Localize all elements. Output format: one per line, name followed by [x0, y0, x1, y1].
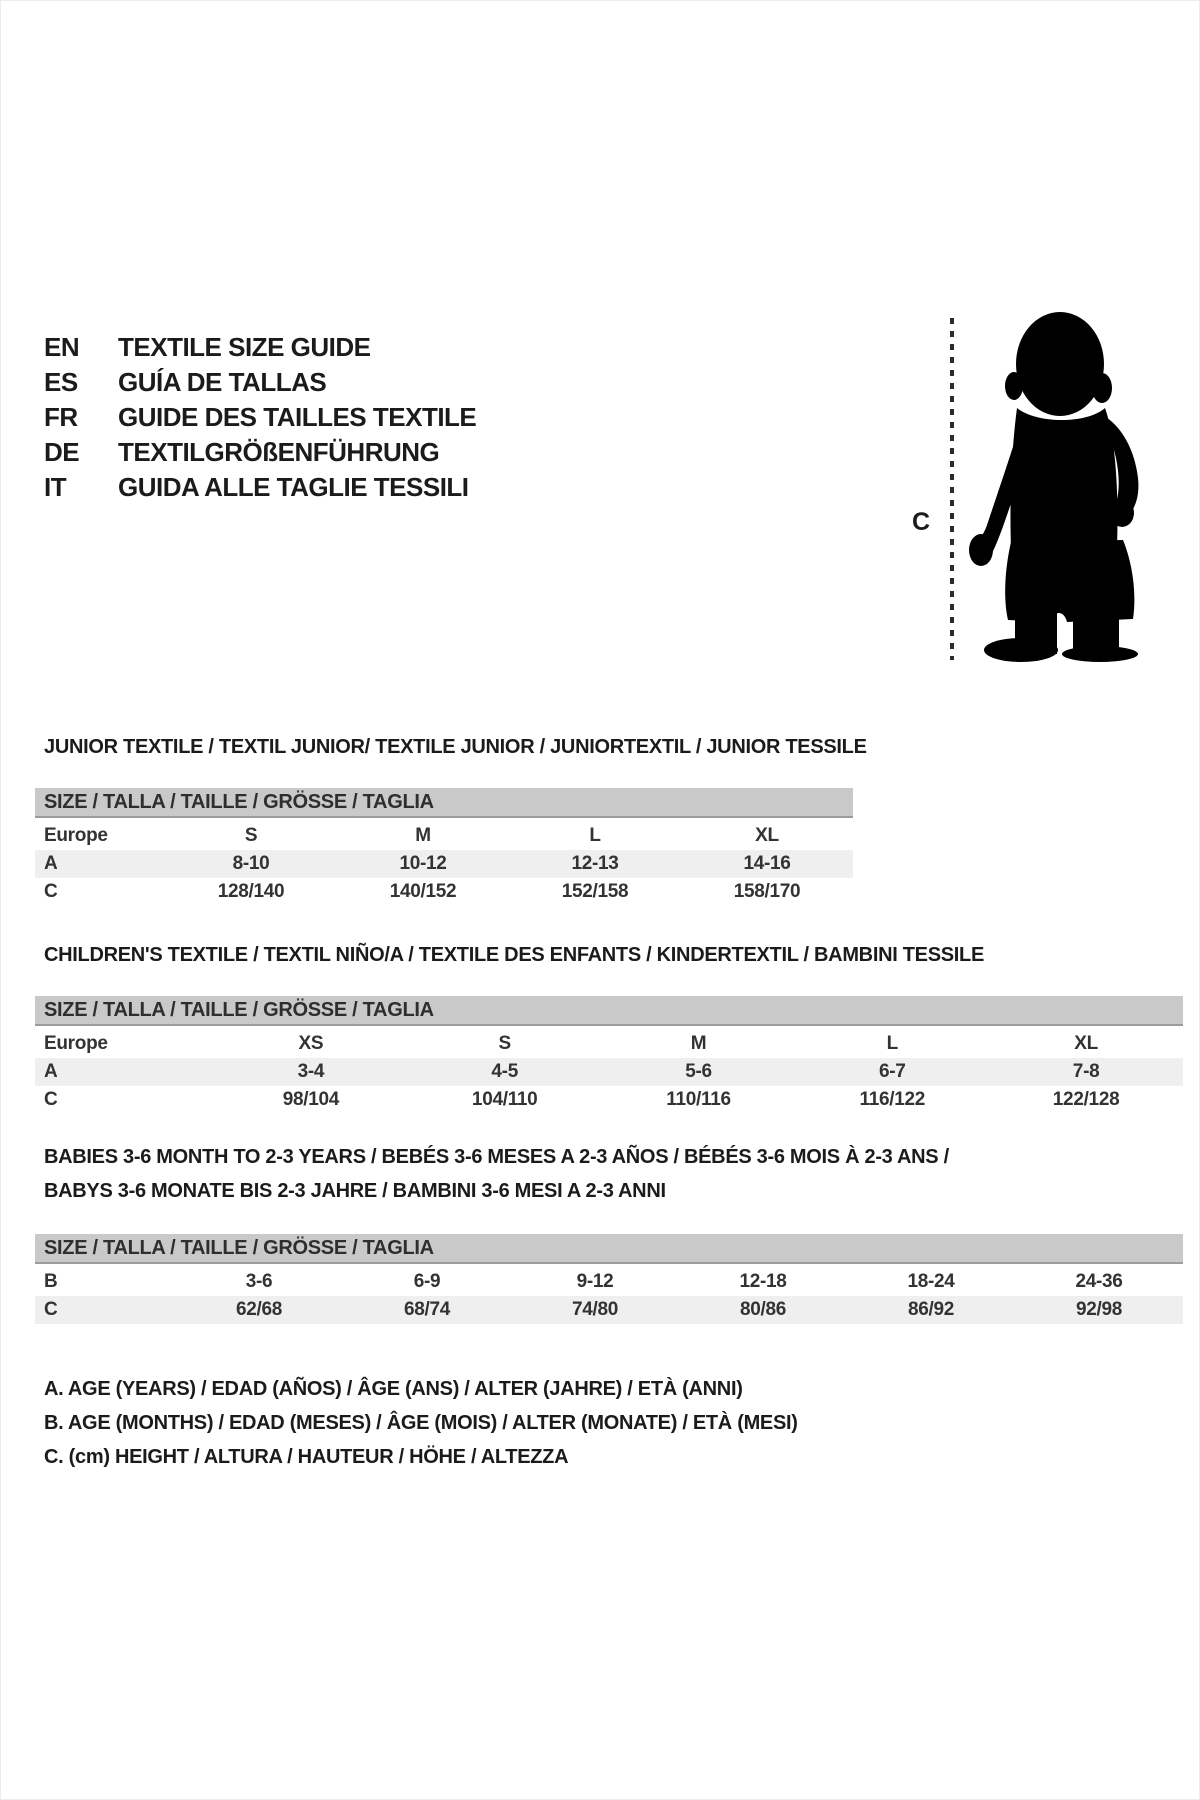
- note-height-cm: C. (cm) HEIGHT / ALTURA / HAUTEUR / HÖHE…: [44, 1446, 569, 1468]
- language-title-list: EN TEXTILE SIZE GUIDE ES GUÍA DE TALLAS …: [44, 330, 477, 505]
- size-cell: 18-24: [907, 1271, 955, 1292]
- row-label: A: [44, 853, 58, 874]
- row-label: C: [44, 1299, 58, 1320]
- size-cell: 14-16: [743, 853, 791, 874]
- size-cell: 98/104: [282, 1089, 340, 1110]
- size-header-bar: SIZE / TALLA / TAILLE / GRÖSSE / TAGLIA: [35, 1234, 1183, 1264]
- size-cell: 80/86: [739, 1299, 787, 1320]
- guide-title: TEXTILGRÖßENFÜHRUNG: [118, 437, 440, 467]
- size-cell: 5-6: [685, 1061, 712, 1082]
- size-cell: 92/98: [1075, 1299, 1123, 1320]
- size-cell: 3-4: [297, 1061, 325, 1082]
- size-cell: 10-12: [399, 853, 447, 874]
- size-cell: 110/116: [666, 1089, 731, 1110]
- size-cell: 4-5: [491, 1061, 518, 1082]
- guide-title: GUÍA DE TALLAS: [118, 367, 327, 397]
- language-row: FR GUIDE DES TAILLES TEXTILE: [44, 400, 477, 435]
- size-cell: 128/140: [217, 881, 285, 902]
- guide-title: GUIDE DES TAILLES TEXTILE: [118, 402, 477, 432]
- language-code: FR: [44, 402, 78, 432]
- size-cell: M: [415, 825, 431, 846]
- size-cell: 116/122: [859, 1089, 926, 1110]
- size-cell: 9-12: [576, 1271, 614, 1292]
- size-cell: L: [589, 825, 601, 846]
- size-cell: 6-7: [879, 1061, 906, 1082]
- row-label: B: [44, 1271, 58, 1292]
- size-cell: 140/152: [389, 881, 457, 902]
- size-cell: 104/110: [471, 1089, 538, 1110]
- section-title-children: CHILDREN'S TEXTILE / TEXTIL NIÑO/A / TEX…: [44, 944, 984, 966]
- section-title-line: BABIES 3-6 MONTH TO 2-3 YEARS / BEBÉS 3-…: [44, 1146, 949, 1168]
- size-cell: 6-9: [413, 1271, 441, 1292]
- table-row: B 3-6 6-9 9-12 12-18 18-24 24-36: [35, 1268, 1183, 1296]
- junior-size-table: SIZE / TALLA / TAILLE / GRÖSSE / TAGLIA …: [35, 788, 853, 906]
- language-row: ES GUÍA DE TALLAS: [44, 365, 476, 400]
- row-label: Europe: [44, 825, 108, 846]
- language-code: ES: [44, 367, 78, 397]
- table-row: C 98/104 104/110 110/116 116/122 122/128: [35, 1086, 1183, 1114]
- legend-notes: A. AGE (YEARS) / EDAD (AÑOS) / ÂGE (ANS)…: [44, 1372, 798, 1474]
- size-cell: XL: [755, 825, 779, 846]
- section-title-line: BABYS 3-6 MONATE BIS 2-3 JAHRE / BAMBINI…: [44, 1180, 666, 1202]
- height-measure-label: C: [912, 508, 931, 536]
- table-row: Europe S M L XL: [35, 822, 853, 850]
- language-code: DE: [44, 437, 80, 467]
- baby-silhouette-icon: [969, 312, 1139, 662]
- row-label: A: [44, 1061, 58, 1082]
- babies-size-table: SIZE / TALLA / TAILLE / GRÖSSE / TAGLIA …: [35, 1234, 1183, 1324]
- row-label: C: [44, 1089, 58, 1110]
- size-cell: 8-10: [232, 853, 270, 874]
- size-cell: 62/68: [235, 1299, 283, 1320]
- height-measure-dashed-line: [950, 318, 954, 660]
- size-cell: 152/158: [561, 881, 629, 902]
- table-row: A 8-10 10-12 12-13 14-16: [35, 850, 853, 878]
- guide-title: GUIDA ALLE TAGLIE TESSILI: [118, 472, 469, 502]
- size-cell: XS: [298, 1033, 324, 1054]
- language-code: IT: [44, 472, 67, 502]
- table-row: A 3-4 4-5 5-6 6-7 7-8: [35, 1058, 1183, 1086]
- size-cell: S: [244, 825, 258, 846]
- size-cell: 24-36: [1075, 1271, 1123, 1292]
- size-cell: S: [498, 1033, 512, 1054]
- row-label: Europe: [44, 1033, 108, 1054]
- table-row: C 128/140 140/152 152/158 158/170: [35, 878, 853, 906]
- size-cell: 158/170: [733, 881, 801, 902]
- size-cell: M: [690, 1033, 707, 1054]
- language-row: IT GUIDA ALLE TAGLIE TESSILI: [44, 470, 476, 505]
- size-header-bar: SIZE / TALLA / TAILLE / GRÖSSE / TAGLIA: [35, 996, 1183, 1026]
- size-cell: 68/74: [403, 1299, 451, 1320]
- size-cell: 3-6: [245, 1271, 273, 1292]
- size-cell: 7-8: [1072, 1061, 1100, 1082]
- note-age-months: B. AGE (MONTHS) / EDAD (MESES) / ÂGE (MO…: [44, 1412, 798, 1434]
- size-header-bar: SIZE / TALLA / TAILLE / GRÖSSE / TAGLIA: [35, 788, 853, 818]
- guide-title: TEXTILE SIZE GUIDE: [118, 332, 371, 362]
- language-row: EN TEXTILE SIZE GUIDE: [44, 330, 476, 365]
- note-age-years: A. AGE (YEARS) / EDAD (AÑOS) / ÂGE (ANS)…: [44, 1378, 743, 1400]
- children-size-table: SIZE / TALLA / TAILLE / GRÖSSE / TAGLIA …: [35, 996, 1183, 1114]
- language-code: EN: [44, 332, 80, 362]
- language-row: DE TEXTILGRÖßENFÜHRUNG: [44, 435, 476, 470]
- section-title-junior: JUNIOR TEXTILE / TEXTIL JUNIOR/ TEXTILE …: [44, 736, 867, 758]
- size-cell: 12-18: [739, 1271, 787, 1292]
- size-cell: L: [886, 1033, 899, 1054]
- section-title-babies: BABIES 3-6 MONTH TO 2-3 YEARS / BEBÉS 3-…: [44, 1140, 949, 1208]
- size-cell: 74/80: [571, 1299, 619, 1320]
- table-row: C 62/68 68/74 74/80 80/86 86/92 92/98: [35, 1296, 1183, 1324]
- size-cell: 86/92: [907, 1299, 955, 1320]
- size-cell: 122/128: [1052, 1089, 1120, 1110]
- size-cell: 12-13: [571, 853, 619, 874]
- row-label: C: [44, 881, 58, 902]
- size-cell: XL: [1074, 1033, 1098, 1054]
- table-row: Europe XS S M L XL: [35, 1030, 1183, 1058]
